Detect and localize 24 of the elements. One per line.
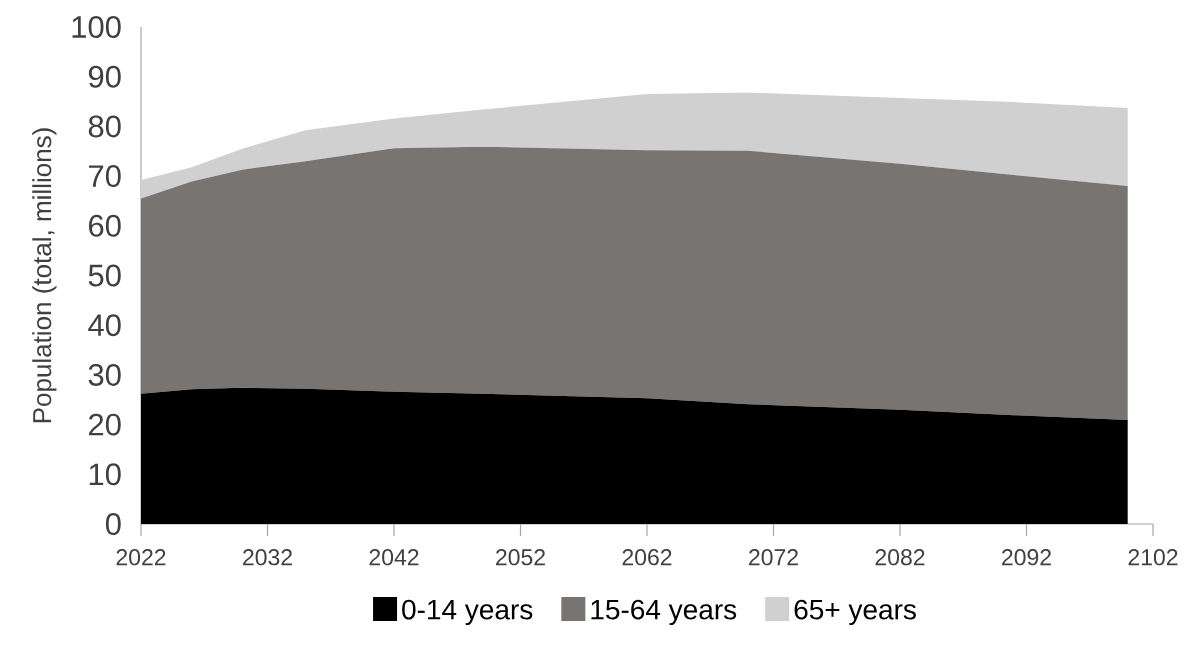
legend-label: 0-14 years [402,599,533,626]
x-tick-label: 2042 [369,549,419,566]
y-tick-label: 10 [89,463,121,486]
x-tick-label: 2052 [496,549,545,566]
y-tick-label: 50 [88,264,121,287]
x-tick-label: 2072 [749,549,798,566]
y-tick-label: 90 [88,65,121,88]
x-tick-label: 2102 [1128,549,1178,566]
x-tick-label: 2082 [875,549,925,566]
x-tick-label: 2092 [1002,549,1051,566]
x-tick-label: 2022 [116,549,166,566]
y-tick-label: 40 [88,314,121,337]
y-tick-label: 30 [88,363,121,386]
y-axis-title: Population (total, millions) [32,128,57,423]
y-tick-label: 60 [89,214,121,237]
legend-label: 65+ years [794,599,916,626]
y-tick-label: 20 [89,413,121,436]
y-tick-label: 80 [88,115,121,138]
y-tick-label: 0 [105,513,121,535]
legend-label: 15-64 years [591,599,737,626]
y-tick-label: 70 [89,165,121,188]
x-tick-label: 2032 [243,549,292,566]
y-tick-label: 100 [72,16,121,38]
x-tick-label: 2062 [622,549,672,566]
